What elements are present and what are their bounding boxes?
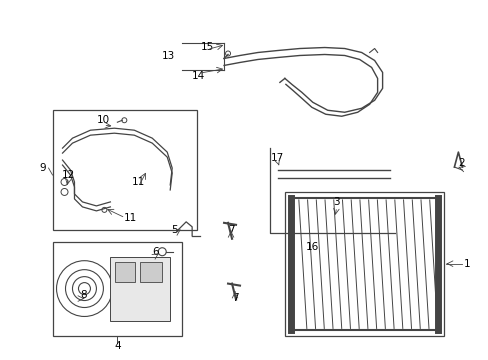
Bar [52,242,182,336]
Text: 7: 7 [231,293,238,302]
Text: 7: 7 [227,225,234,235]
Bar [110,257,170,321]
Text: 9: 9 [39,163,46,173]
Text: 4: 4 [114,341,121,351]
Text: 10: 10 [97,115,110,125]
Text: 17: 17 [271,153,284,163]
Text: 3: 3 [333,197,339,207]
Text: 11: 11 [131,177,144,187]
Bar [52,110,197,230]
Text: 16: 16 [305,242,319,252]
Text: 11: 11 [123,213,137,223]
Text: 1: 1 [463,259,470,269]
Bar [115,262,135,282]
Text: 2: 2 [457,158,464,168]
Text: 13: 13 [161,51,175,62]
Text: 15: 15 [200,41,213,51]
Text: 14: 14 [191,71,204,81]
Text: 8: 8 [80,289,86,300]
Text: 12: 12 [62,170,75,180]
Bar [285,192,444,336]
Text: 6: 6 [152,247,158,257]
Text: 5: 5 [170,225,177,235]
Bar [140,262,162,282]
